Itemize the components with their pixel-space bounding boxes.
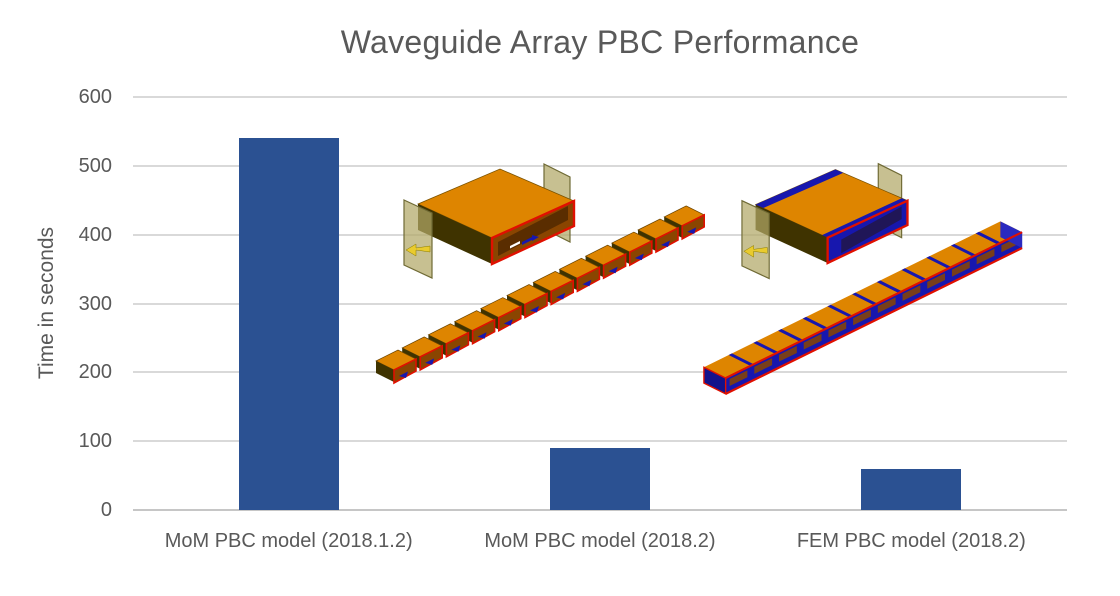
y-tick-label: 0: [100, 499, 112, 521]
front-cell-panel: [779, 346, 797, 362]
y-tick-label: 500: [78, 154, 112, 177]
gridline: [133, 302, 1067, 305]
y-tick-label: 100: [78, 430, 112, 453]
cell-aperture: [602, 252, 627, 280]
cell-side-face: [376, 361, 394, 382]
excitation-arrow-blue-icon: [634, 253, 644, 261]
waveguide-side-face: [755, 204, 828, 263]
front-cell-panel: [902, 285, 921, 301]
array-end-cap-right: [1000, 221, 1023, 249]
plot-area: [133, 96, 1067, 511]
cell-aperture: [419, 344, 443, 372]
front-cell-panel: [853, 309, 871, 326]
fem-divider-stripe: [728, 353, 754, 366]
chart-title: Waveguide Array PBC Performance: [340, 24, 860, 60]
fem-region-stripe-top-left: [755, 169, 844, 208]
port-marker-white: [510, 241, 520, 249]
excitation-arrow-blue-icon: [451, 345, 461, 352]
gridline: [133, 164, 1067, 167]
front-cell-panel: [951, 260, 970, 277]
bar: [861, 468, 962, 510]
gridline: [133, 440, 1067, 443]
fem-divider-stripe: [926, 256, 952, 269]
front-cell-panel: [877, 297, 896, 314]
fem-divider-stripe: [802, 316, 828, 330]
cell-aperture: [393, 357, 417, 385]
fem-divider-stripe: [827, 304, 853, 318]
cell-aperture: [681, 213, 706, 241]
front-interior: [841, 206, 902, 254]
cell-aperture: [471, 318, 496, 346]
cell-aperture: [524, 292, 548, 319]
excitation-arrow-yellow-icon: [405, 243, 431, 257]
port-arrow-blue-icon: [522, 237, 532, 245]
fem-divider-stripe: [975, 231, 1001, 245]
excitation-arrow-blue-icon: [503, 319, 513, 326]
gridline: [133, 371, 1067, 374]
x-category-label: FEM PBC model (2018.2): [796, 530, 1026, 552]
gridline: [133, 233, 1067, 236]
fem-divider-stripe: [901, 268, 927, 281]
cell-aperture: [655, 226, 679, 254]
front-cell-panel: [976, 248, 995, 265]
excitation-arrow-blue-icon: [661, 240, 670, 247]
fem-divider-stripe: [753, 341, 779, 354]
fem-divider-stripe: [778, 329, 804, 342]
pbc-plate-left: [403, 199, 433, 279]
excitation-arrow-blue-icon: [582, 279, 592, 287]
cell-aperture: [576, 266, 601, 293]
y-tick-label: 200: [78, 361, 112, 384]
array-front-face: [725, 232, 1023, 394]
port-arrowhead-blue-icon: [532, 235, 539, 241]
waveguide-side-face: [418, 204, 492, 264]
cell-aperture: [550, 279, 574, 306]
front-cell-panel: [803, 333, 822, 350]
excitation-arrow-blue-icon: [556, 292, 566, 300]
mom-pbc-array-3d-render: [375, 205, 706, 385]
y-tick-label: 400: [78, 223, 112, 246]
excitation-arrow-blue-icon: [399, 371, 408, 378]
bar: [550, 448, 650, 510]
fem-region-stripe-top-right: [821, 198, 908, 238]
fem-divider-stripe: [876, 280, 902, 293]
mom-pbc-unit-cell-3d-render: [403, 163, 576, 279]
x-category-label: MoM PBC model (2018.2): [484, 530, 716, 552]
front-cell-panel: [927, 273, 946, 289]
front-cell-panel: [729, 370, 748, 386]
x-axis-line: [133, 509, 1067, 511]
array-end-cap-left: [703, 366, 727, 396]
bar: [238, 138, 339, 510]
excitation-arrow-blue-icon: [477, 332, 487, 339]
excitation-arrow-blue-icon: [687, 227, 697, 234]
y-tick-label: 300: [78, 292, 112, 315]
cell-aperture: [498, 305, 522, 332]
gridline: [133, 96, 1067, 98]
fem-divider-stripe: [852, 292, 878, 306]
cell-aperture: [445, 331, 470, 359]
front-cell-panel: [828, 321, 847, 338]
excitation-arrow-blue-icon: [608, 266, 618, 274]
red-edge-top: [725, 231, 1023, 380]
excitation-arrow-blue-icon: [530, 306, 539, 313]
y-tick-label: 600: [78, 86, 112, 108]
front-cell-panel: [754, 358, 773, 374]
fem-pbc-unit-cell-3d-render: [741, 162, 909, 280]
fem-pbc-array-3d-render: [703, 221, 1023, 396]
cell-aperture: [628, 239, 653, 267]
excitation-arrow-yellow-icon: [743, 245, 768, 258]
x-category-label: MoM PBC model (2018.1.2): [164, 530, 413, 552]
fem-divider-stripe: [950, 243, 977, 257]
pbc-plate-left: [741, 199, 770, 280]
red-edge-bottom: [725, 247, 1023, 395]
excitation-arrow-blue-icon: [425, 358, 435, 365]
